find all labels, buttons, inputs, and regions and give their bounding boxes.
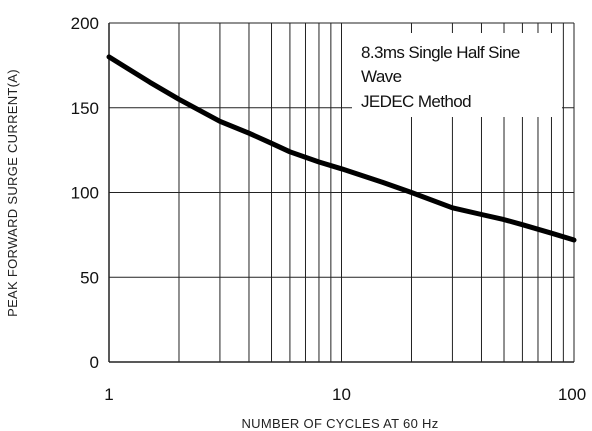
annotation-line-3: JEDEC Method — [361, 92, 471, 111]
x-tick-label: 10 — [332, 385, 351, 404]
annotation-line-2: Wave — [361, 67, 402, 86]
x-tick-labels: 1 10 100 — [104, 385, 586, 404]
surge-curve — [106, 54, 577, 243]
annotation-backdrop — [352, 33, 562, 117]
annotation-line-1: 8.3ms Single Half Sine — [361, 43, 520, 62]
y-axis-title: PEAK FORWARD SURGE CURRENT(A) — [5, 69, 20, 317]
curve-layer — [106, 54, 577, 243]
x-axis-title: NUMBER OF CYCLES AT 60 Hz — [241, 416, 438, 431]
y-tick-label: 100 — [71, 184, 99, 203]
x-tick-label: 1 — [104, 385, 113, 404]
y-tick-label: 200 — [71, 14, 99, 33]
y-tick-labels: 0 50 100 150 200 — [71, 14, 99, 372]
y-tick-label: 0 — [90, 353, 99, 372]
y-tick-label: 50 — [80, 268, 99, 287]
x-tick-label: 100 — [558, 385, 586, 404]
y-tick-label: 150 — [71, 99, 99, 118]
